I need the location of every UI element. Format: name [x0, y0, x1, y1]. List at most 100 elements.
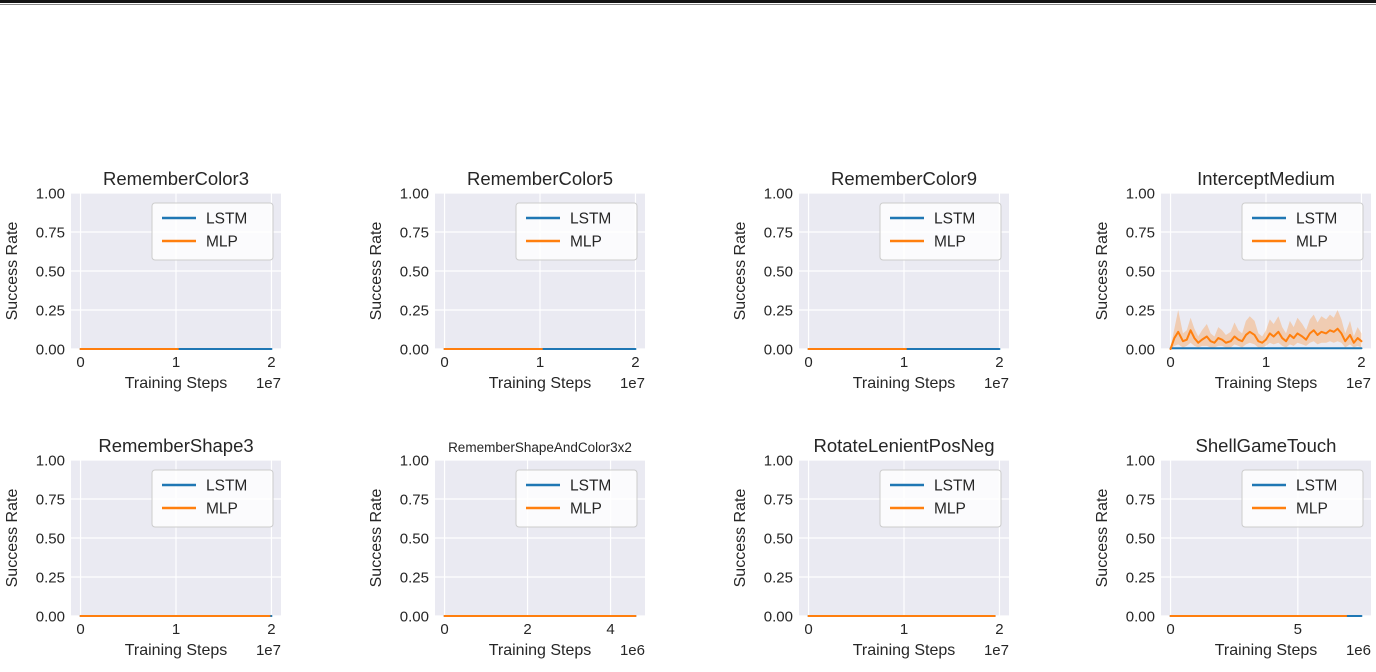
chart-panel-1: RememberColor3 0.00 0.25 0.50 0.75 1.00 0 1 2 Suc… [0, 160, 300, 400]
x-tick-label: 2 [631, 354, 639, 371]
x-axis-label: Training Steps [853, 642, 956, 659]
legend-label-mlp: MLP [206, 234, 238, 251]
x-tick-label: 1 [172, 621, 180, 638]
x-tick-label: 0 [1166, 621, 1174, 638]
x-axis-label: Training Steps [489, 375, 592, 392]
chart-svg: RememberShapeAndColor3x2 0.00 0.25 0.50 0.75… [368, 440, 645, 659]
x-tick-label: 1 [172, 354, 180, 371]
y-tick-label: 0.00 [1126, 609, 1155, 626]
y-tick-label: 1.00 [1126, 186, 1155, 203]
y-tick-label: 0.50 [36, 264, 65, 281]
y-tick-label: 0.00 [400, 342, 429, 359]
chart-svg: RememberColor3 0.00 0.25 0.50 0.75 1.00 0 1 2 Suc… [4, 168, 281, 392]
y-axis-label: Success Rate [368, 222, 385, 321]
legend-label-lstm: LSTM [1296, 211, 1337, 228]
legend-label-mlp: MLP [934, 234, 966, 251]
y-axis-label: Success Rate [368, 489, 385, 588]
page-top-rule-shadow [0, 4, 1376, 5]
x-tick-label: 0 [804, 354, 812, 371]
legend: LSTM MLP [879, 202, 1002, 261]
x-tick-label: 2 [267, 621, 275, 638]
chart-panel-2: RememberColor5 0.00 0.25 0.50 0.75 1.00 0 1 2 Suc… [364, 160, 664, 400]
legend-label-mlp: MLP [1296, 501, 1328, 518]
chart-title: RememberColor5 [467, 168, 613, 189]
y-tick-label: 0.25 [1126, 303, 1155, 320]
legend-label-lstm: LSTM [206, 478, 247, 495]
legend: LSTM MLP [1241, 469, 1364, 528]
charts-grid: RememberColor3 0.00 0.25 0.50 0.75 1.00 0 1 2 Suc… [0, 160, 1376, 659]
y-tick-label: 0.75 [36, 225, 65, 242]
x-tick-label: 2 [267, 354, 275, 371]
chart-panel-4: InterceptMedium 0.00 0.25 0.50 0.75 1.00 0 1 2 Su… [1090, 160, 1376, 400]
x-offset-label: 1e7 [1346, 375, 1371, 392]
y-tick-label: 0.00 [764, 609, 793, 626]
y-tick-label: 0.75 [1126, 225, 1155, 242]
legend-label-lstm: LSTM [934, 211, 975, 228]
chart-title: RememberShapeAndColor3x2 [448, 440, 632, 455]
y-tick-label: 0.75 [400, 225, 429, 242]
y-tick-label: 0.00 [1126, 342, 1155, 359]
chart-panel-5: RememberShape3 0.00 0.25 0.50 0.75 1.00 0 1 2 Suc… [0, 427, 300, 667]
chart-title: RotateLenientPosNeg [813, 435, 994, 456]
x-offset-label: 1e6 [620, 642, 645, 659]
y-tick-label: 1.00 [36, 186, 65, 203]
y-axis-label: Success Rate [4, 222, 21, 321]
legend-label-lstm: LSTM [206, 211, 247, 228]
x-axis-label: Training Steps [125, 375, 228, 392]
legend-label-mlp: MLP [570, 234, 602, 251]
y-tick-label: 0.75 [400, 492, 429, 509]
x-tick-label: 0 [804, 621, 812, 638]
x-offset-label: 1e7 [984, 375, 1009, 392]
chart-title: ShellGameTouch [1196, 435, 1337, 456]
x-tick-label: 2 [523, 621, 531, 638]
legend-label-lstm: LSTM [570, 211, 611, 228]
chart-panel-6: RememberShapeAndColor3x2 0.00 0.25 0.50 0.75… [364, 427, 664, 667]
y-tick-label: 0.00 [764, 342, 793, 359]
y-tick-label: 0.50 [36, 531, 65, 548]
legend-label-lstm: LSTM [1296, 478, 1337, 495]
legend-label-mlp: MLP [570, 501, 602, 518]
y-axis-label: Success Rate [1094, 222, 1111, 321]
chart-panel-3: RememberColor9 0.00 0.25 0.50 0.75 1.00 0 1 2 Suc… [728, 160, 1028, 400]
y-tick-label: 0.50 [1126, 531, 1155, 548]
chart-svg: InterceptMedium 0.00 0.25 0.50 0.75 1.00 0 1 2 Su… [1094, 168, 1371, 392]
y-tick-label: 0.75 [764, 492, 793, 509]
y-tick-label: 0.00 [36, 342, 65, 359]
page-top-rule [0, 0, 1376, 3]
y-tick-label: 0.25 [36, 570, 65, 587]
y-tick-label: 1.00 [1126, 453, 1155, 470]
y-tick-label: 0.50 [764, 264, 793, 281]
chart-panel-8: ShellGameTouch 0.00 0.25 0.50 0.75 1.00 0 5 Succ… [1090, 427, 1376, 667]
x-tick-label: 2 [995, 354, 1003, 371]
legend-label-lstm: LSTM [570, 478, 611, 495]
chart-svg: ShellGameTouch 0.00 0.25 0.50 0.75 1.00 0 5 Succ… [1094, 435, 1371, 659]
x-offset-label: 1e7 [984, 642, 1009, 659]
legend: LSTM MLP [515, 202, 638, 261]
y-tick-label: 0.50 [400, 264, 429, 281]
chart-title: RememberColor3 [103, 168, 249, 189]
chart-title: InterceptMedium [1197, 168, 1335, 189]
y-axis-label: Success Rate [732, 489, 749, 588]
x-tick-label: 2 [1357, 354, 1365, 371]
legend: LSTM MLP [151, 469, 274, 528]
legend: LSTM MLP [1241, 202, 1364, 261]
x-axis-label: Training Steps [489, 642, 592, 659]
y-tick-label: 0.00 [400, 609, 429, 626]
y-axis-label: Success Rate [4, 489, 21, 588]
chart-panel-7: RotateLenientPosNeg 0.00 0.25 0.50 0.75 1.00 0… [728, 427, 1028, 667]
chart-title: RememberColor9 [831, 168, 977, 189]
chart-svg: RotateLenientPosNeg 0.00 0.25 0.50 0.75 1.00 0… [732, 435, 1009, 659]
x-tick-label: 2 [995, 621, 1003, 638]
x-tick-label: 5 [1294, 621, 1302, 638]
y-tick-label: 0.25 [764, 303, 793, 320]
y-tick-label: 0.50 [764, 531, 793, 548]
x-tick-label: 1 [900, 621, 908, 638]
y-tick-label: 0.25 [400, 303, 429, 320]
y-tick-label: 0.25 [400, 570, 429, 587]
x-tick-label: 1 [900, 354, 908, 371]
x-tick-label: 0 [440, 621, 448, 638]
y-tick-label: 0.25 [764, 570, 793, 587]
y-tick-label: 0.50 [1126, 264, 1155, 281]
x-axis-label: Training Steps [1215, 642, 1318, 659]
y-tick-label: 0.50 [400, 531, 429, 548]
